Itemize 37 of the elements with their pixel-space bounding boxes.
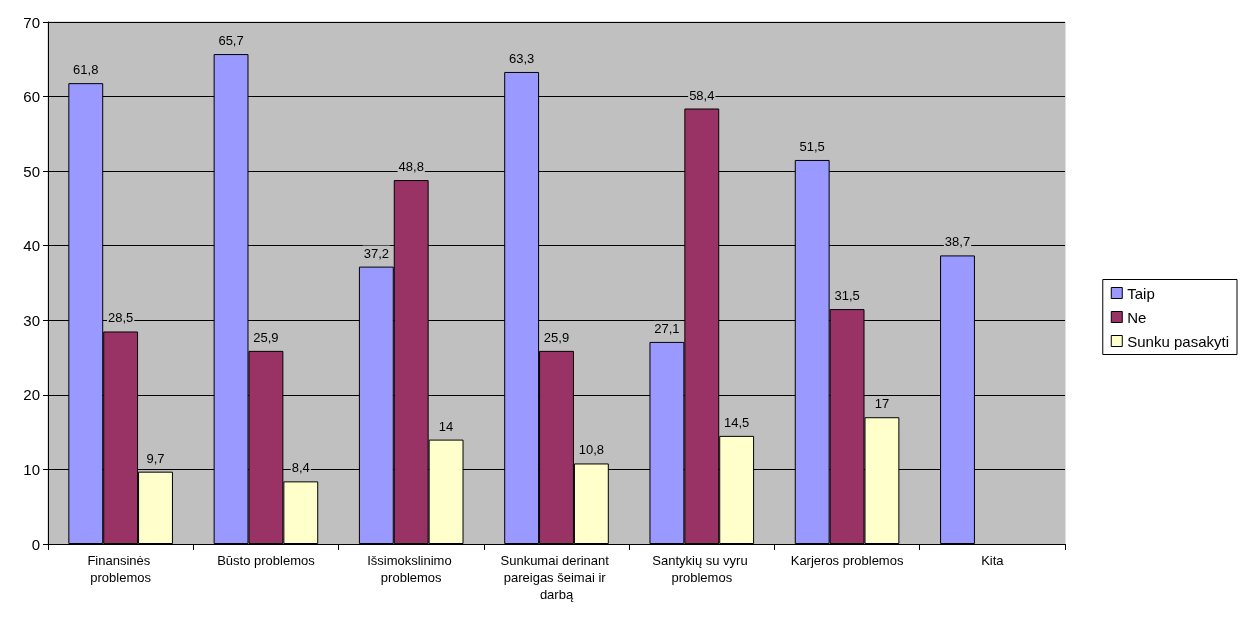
- x-tick-label: Išsimokslinimo problemos: [367, 553, 456, 585]
- data-label: 63,3: [508, 50, 535, 66]
- y-tick-label: 60: [23, 88, 40, 106]
- x-tick-label: Būsto problemos: [217, 553, 316, 568]
- data-label: 14: [438, 418, 454, 434]
- data-label: 48,8: [398, 159, 424, 175]
- x-tick-label: Karjeros problemos: [790, 553, 904, 568]
- data-label: 65,7: [218, 33, 244, 49]
- data-label: 61,8: [73, 62, 99, 78]
- y-tick-label: 20: [23, 386, 40, 404]
- y-tick-label: 50: [23, 162, 40, 180]
- data-label: 10,8: [578, 442, 605, 458]
- data-label: 27,1: [654, 320, 680, 336]
- x-tick-label: Santykių su vyru problemos: [652, 553, 752, 585]
- x-tick-label: Kita: [981, 553, 1005, 568]
- data-label: 38,7: [944, 234, 971, 250]
- legend-label: Taip: [1127, 284, 1155, 302]
- y-tick-label: 10: [23, 460, 40, 478]
- y-tick-label: 70: [23, 13, 40, 31]
- data-label: 58,4: [689, 87, 715, 103]
- data-label: 14,5: [724, 414, 750, 430]
- legend-label: Ne: [1127, 308, 1147, 326]
- data-label: 51,5: [799, 138, 825, 154]
- data-label: 25,9: [543, 329, 570, 345]
- data-label: 25,9: [253, 329, 279, 345]
- data-label: 37,2: [363, 245, 389, 261]
- legend-label: Sunku pasakyti: [1127, 332, 1230, 350]
- data-label: 8,4: [291, 460, 310, 476]
- data-label: 17: [874, 396, 890, 412]
- x-tick-label: Finansinės problemos: [87, 553, 154, 585]
- data-label: 9,7: [146, 450, 165, 466]
- x-tick-label: Sunkumai derinant pareigas šeimai ir darbą: [500, 553, 613, 602]
- data-label: 31,5: [834, 288, 860, 304]
- y-tick-label: 30: [23, 311, 40, 329]
- data-label: 28,5: [107, 310, 134, 326]
- y-tick-label: 0: [31, 535, 40, 553]
- y-tick-label: 40: [23, 237, 40, 255]
